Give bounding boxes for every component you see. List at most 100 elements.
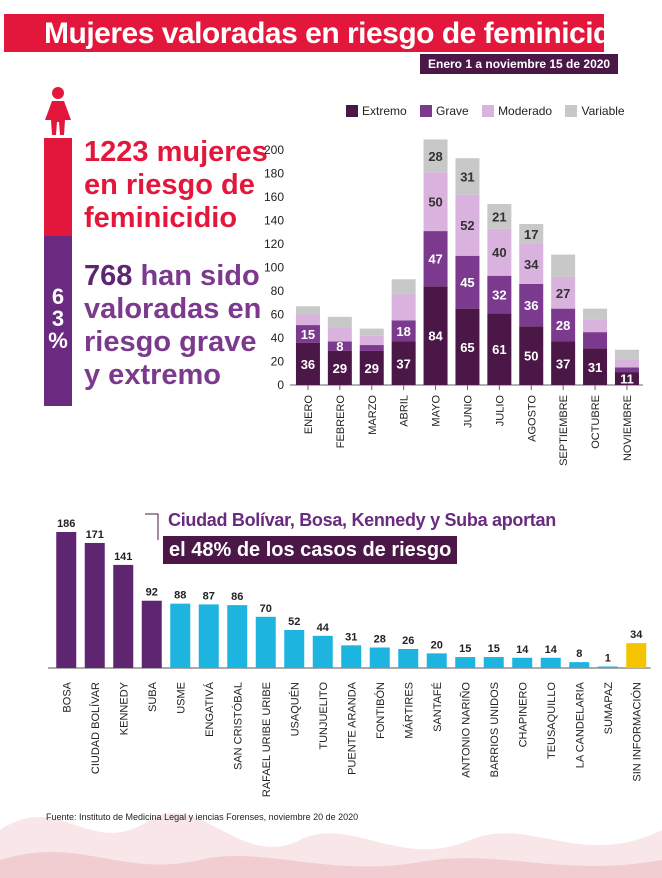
- locality-value-label: 92: [146, 587, 158, 599]
- data-label: 61: [492, 342, 506, 357]
- locality-name-label: BOSA: [61, 681, 73, 712]
- bar-segment-extremo: [423, 286, 448, 385]
- x-tick-label: SEPTIEMBRE: [558, 395, 570, 466]
- bar-segment-moderado: [519, 244, 544, 284]
- legend-swatch: [346, 105, 358, 117]
- bar-segment-variable: [551, 254, 576, 277]
- data-label: 37: [396, 356, 410, 371]
- bar-segment-grave: [327, 341, 352, 351]
- total-bar: [44, 138, 72, 236]
- percent-digit-2: 3: [51, 306, 65, 331]
- bar-segment-moderado: [614, 359, 639, 368]
- locality-value-label: 28: [374, 634, 386, 646]
- legend-item-moderado: Moderado: [482, 104, 552, 118]
- locality-name-label: LA CANDELARIA: [574, 681, 586, 768]
- bar-segment-grave: [487, 275, 512, 314]
- locality-name-label: CIUDAD BOLÍVAR: [89, 682, 102, 774]
- valued-text-3: riesgo grave: [84, 326, 257, 358]
- percent-digit-1: 6: [51, 284, 65, 309]
- bar-segment-variable: [583, 308, 608, 320]
- data-label: 47: [428, 252, 442, 267]
- bar-segment-variable: [359, 328, 384, 336]
- data-label: 31: [460, 169, 474, 184]
- locality-bar: [626, 643, 647, 668]
- locality-value-label: 86: [231, 591, 243, 603]
- locality-name-label: TUNJUELITO: [318, 682, 330, 750]
- monthly-stacked-bar-chart: 0 20 40 60 80 100 120 140 160 180 200 36 15 ENERO 29 8 F…: [264, 139, 643, 466]
- locality-name-label: ENGATIVÁ: [203, 681, 216, 736]
- locality-bar: [426, 653, 447, 668]
- data-label: 36: [301, 357, 315, 372]
- locality-name-label: USAQUÉN: [288, 682, 301, 736]
- y-tick-label: 80: [271, 284, 285, 298]
- bar-segment-grave: [614, 367, 639, 373]
- bar-segment-grave: [295, 325, 320, 343]
- locality-value-label: 186: [57, 518, 75, 530]
- data-label: 32: [492, 288, 506, 303]
- bar-segment-grave: [391, 320, 416, 342]
- percent-label: 6 3 %: [44, 286, 72, 352]
- data-label: 45: [460, 275, 474, 290]
- legend-swatch: [482, 105, 495, 117]
- locality-name-label: SUBA: [147, 681, 159, 712]
- locality-value-label: 88: [174, 590, 186, 602]
- valued-text-4: y extremo: [84, 359, 222, 391]
- locality-bar: [398, 648, 419, 668]
- data-label: 18: [396, 324, 410, 339]
- x-tick-label: NOVIEMBRE: [622, 395, 634, 461]
- locality-bar: [597, 666, 618, 668]
- percent-digit-3: %: [48, 328, 68, 353]
- locality-value-label: 20: [431, 639, 443, 651]
- locality-name-label: SUMAPAZ: [603, 682, 615, 735]
- bar-segment-extremo: [327, 350, 352, 385]
- bar-segment-moderado: [551, 276, 576, 309]
- bar-segment-grave: [423, 231, 448, 287]
- legend-label: Grave: [436, 104, 469, 118]
- locality-bar: [227, 605, 248, 668]
- locality-value-label: 70: [260, 603, 272, 615]
- locality-bar: [540, 657, 561, 668]
- locality-name-label: ANTONIO NARIÑO: [459, 682, 472, 778]
- data-label: 52: [460, 218, 474, 233]
- legend-label: Variable: [581, 104, 625, 118]
- data-label: 29: [365, 361, 379, 376]
- locality-value-label: 14: [516, 644, 529, 656]
- valued-text-2: valoradas en: [84, 293, 262, 325]
- bar-segment-variable: [391, 279, 416, 295]
- total-stat: 1223 mujeres en riesgo de feminicidio: [84, 136, 274, 235]
- legend-label: Moderado: [498, 104, 553, 118]
- locality-name-label: USME: [175, 682, 187, 714]
- locality-bar: [56, 532, 77, 668]
- bar-segment-variable: [487, 204, 512, 229]
- locality-name-label: CHAPINERO: [517, 682, 529, 748]
- valued-stat: 768 han sido valoradas en riesgo grave y…: [84, 260, 274, 392]
- y-tick-label: 100: [264, 261, 284, 275]
- locality-bar: [84, 542, 105, 668]
- bar-segment-extremo: [455, 308, 480, 385]
- x-tick-label: FEBRERO: [335, 395, 347, 449]
- data-label: 34: [524, 257, 539, 272]
- data-label: 40: [492, 245, 506, 260]
- bar-segment-grave: [583, 332, 608, 349]
- locality-name-label: MÁRTIRES: [402, 682, 415, 739]
- x-tick-label: JUNIO: [462, 395, 474, 428]
- legend-swatch: [420, 105, 433, 117]
- data-label: 15: [301, 327, 315, 342]
- bar-segment-moderado: [391, 294, 416, 321]
- bar-segment-extremo: [359, 350, 384, 385]
- locality-name-label: FONTIBÓN: [374, 682, 387, 739]
- legend-item-extremo: Extremo: [346, 104, 407, 118]
- locality-name-label: SIN INFORMACIÓN: [630, 682, 643, 782]
- x-tick-label: ENERO: [303, 395, 315, 435]
- bar-segment-moderado: [487, 228, 512, 276]
- locality-value-label: 87: [203, 590, 215, 602]
- bar-segment-extremo: [583, 348, 608, 385]
- legend-label: Extremo: [362, 104, 407, 118]
- bar-segment-moderado: [423, 172, 448, 232]
- locality-name-label: TEUSAQUILLO: [546, 682, 558, 759]
- x-tick-label: ABRIL: [399, 395, 411, 427]
- bar-segment-extremo: [391, 341, 416, 385]
- data-label: 28: [428, 149, 442, 164]
- bar-segment-extremo: [295, 342, 320, 385]
